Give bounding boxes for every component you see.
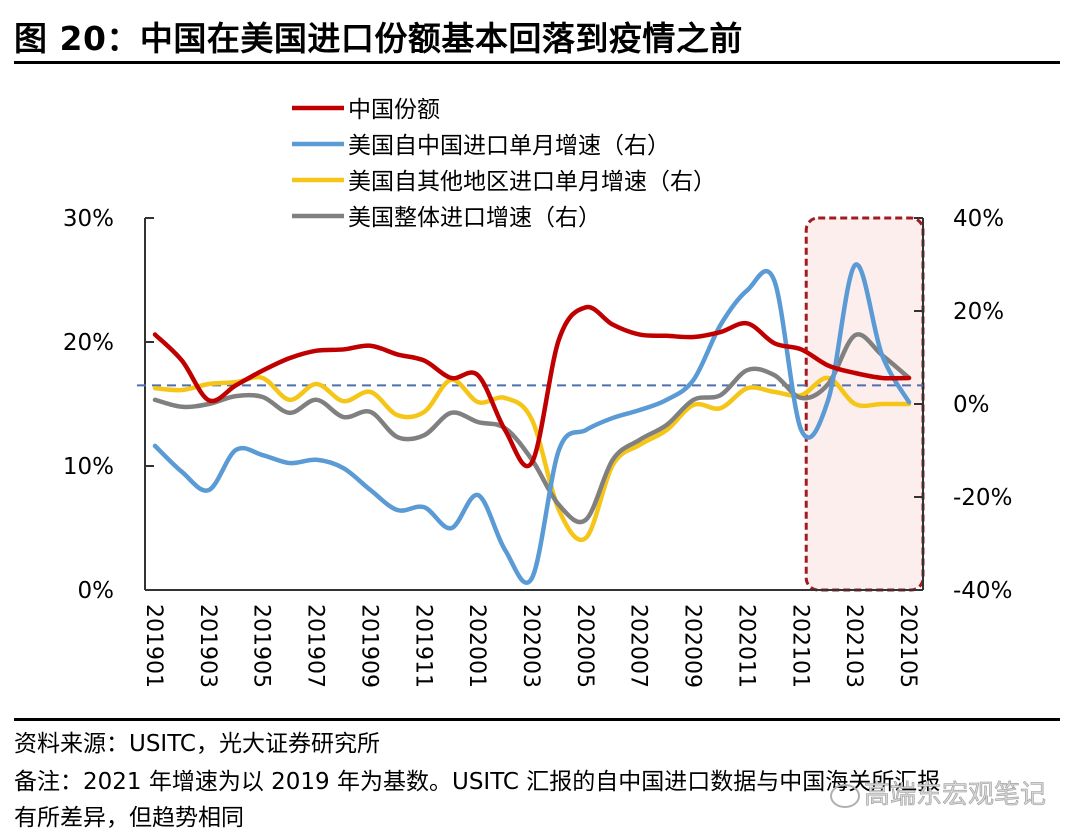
legend-label: 美国整体进口增速（右） (348, 205, 601, 231)
footer-rule (14, 718, 1060, 721)
legend-label: 美国自中国进口单月增速（右） (348, 133, 670, 159)
left-tick-label: 20% (63, 330, 114, 356)
x-tick-label: 202005 (572, 604, 597, 688)
right-tick-label: -20% (953, 485, 1012, 511)
figure-title: 图 20：中国在美国进口份额基本回落到疫情之前 (14, 19, 743, 58)
series-line-0 (152, 304, 912, 469)
x-tick-label: 201907 (303, 604, 328, 688)
legend-label: 美国自其他地区进口单月增速（右） (348, 169, 716, 195)
x-tick-label: 202003 (518, 604, 543, 688)
x-tick-label: 201905 (249, 604, 274, 688)
right-tick-label: 0% (953, 392, 990, 418)
watermark: 高端东宏观笔记 (830, 774, 1046, 811)
wechat-icon (830, 783, 860, 808)
line-chart: 0% 10% 20% 30% -40% -20% 0% 20% 40% 201901 201903 2… (63, 97, 1013, 688)
left-tick-label: 10% (63, 454, 114, 480)
right-tick-label: -40% (953, 578, 1012, 604)
right-tick-label: 20% (953, 299, 1004, 325)
x-tick-label: 202101 (787, 604, 812, 688)
note-text-line2: 有所差异，但趋势相同 (14, 805, 244, 831)
x-tick-label: 201911 (410, 604, 435, 688)
left-tick-label: 0% (78, 578, 115, 604)
x-tick-label: 201901 (141, 604, 166, 688)
series-line-2 (152, 374, 912, 542)
series-line-1 (152, 262, 912, 585)
note-text-line1: 备注：2021 年增速为以 2019 年为基数。USITC 汇报的自中国进口数据… (14, 769, 941, 795)
x-tick-label: 202011 (733, 604, 758, 688)
series-line-3 (152, 332, 912, 525)
x-tick-label: 202009 (680, 604, 705, 688)
right-tick-label: 40% (953, 206, 1004, 232)
x-tick-label: 201909 (356, 604, 381, 688)
x-tick-label: 201903 (195, 604, 220, 688)
legend-label: 中国份额 (348, 97, 440, 123)
watermark-text: 高端东宏观笔记 (864, 780, 1047, 811)
x-tick-label: 202007 (626, 604, 651, 688)
title-rule (14, 61, 1060, 64)
x-tick-label: 202103 (841, 604, 866, 688)
source-text: 资料来源：USITC，光大证券研究所 (14, 731, 380, 757)
x-tick-label: 202001 (464, 604, 489, 688)
x-tick-label: 202105 (895, 604, 920, 688)
left-tick-label: 30% (63, 206, 114, 232)
